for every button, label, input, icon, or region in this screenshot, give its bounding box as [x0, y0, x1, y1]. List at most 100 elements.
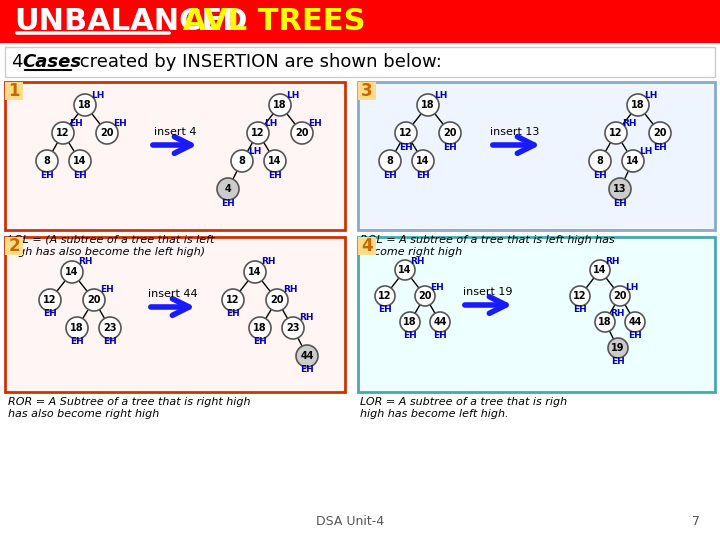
Text: 8: 8	[597, 156, 603, 166]
Text: LH: LH	[639, 146, 653, 156]
Text: 14: 14	[398, 265, 412, 275]
Circle shape	[625, 312, 645, 332]
Circle shape	[379, 150, 401, 172]
Circle shape	[590, 260, 610, 280]
Text: created by INSERTION are shown below:: created by INSERTION are shown below:	[74, 53, 442, 71]
Text: insert 44: insert 44	[148, 289, 198, 299]
Text: 12: 12	[226, 295, 240, 305]
Circle shape	[217, 178, 239, 200]
Text: 12: 12	[609, 128, 623, 138]
Text: 18: 18	[631, 100, 645, 110]
Text: LOL = (A subtree of a tree that is left
high has also become the left high): LOL = (A subtree of a tree that is left …	[8, 235, 215, 256]
Circle shape	[69, 150, 91, 172]
Circle shape	[61, 261, 83, 283]
Text: 12: 12	[251, 128, 265, 138]
Text: EH: EH	[378, 305, 392, 314]
Circle shape	[266, 289, 288, 311]
Circle shape	[247, 122, 269, 144]
Text: 1: 1	[8, 82, 19, 100]
Text: 8: 8	[387, 156, 393, 166]
Circle shape	[400, 312, 420, 332]
Text: EH: EH	[403, 330, 417, 340]
Text: ROR = A Subtree of a tree that is right high
has also become right high: ROR = A Subtree of a tree that is right …	[8, 397, 251, 418]
Text: DSA Unit-4: DSA Unit-4	[316, 515, 384, 528]
Text: EH: EH	[226, 309, 240, 319]
Text: 18: 18	[598, 317, 612, 327]
Circle shape	[375, 286, 395, 306]
Circle shape	[627, 94, 649, 116]
FancyBboxPatch shape	[358, 237, 715, 392]
Circle shape	[595, 312, 615, 332]
Text: 44: 44	[629, 317, 642, 327]
Circle shape	[99, 317, 121, 339]
Circle shape	[417, 94, 439, 116]
Text: LH: LH	[625, 282, 639, 292]
Text: 14: 14	[73, 156, 86, 166]
Circle shape	[249, 317, 271, 339]
Text: ROL = A subtree of a tree that is left high has
become right high: ROL = A subtree of a tree that is left h…	[360, 235, 615, 256]
FancyBboxPatch shape	[358, 237, 376, 255]
Circle shape	[269, 94, 291, 116]
Text: 4: 4	[225, 184, 231, 194]
Text: insert 19: insert 19	[463, 287, 513, 297]
Circle shape	[36, 150, 58, 172]
Text: LH: LH	[287, 91, 300, 99]
Text: 12: 12	[43, 295, 57, 305]
Text: 12: 12	[56, 128, 70, 138]
Text: RH: RH	[78, 258, 92, 267]
Text: RH: RH	[610, 308, 624, 318]
Circle shape	[231, 150, 253, 172]
Text: 14: 14	[416, 156, 430, 166]
Circle shape	[296, 345, 318, 367]
FancyBboxPatch shape	[5, 237, 345, 392]
Text: EH: EH	[70, 338, 84, 347]
Text: EH: EH	[308, 118, 322, 127]
Text: EH: EH	[268, 171, 282, 179]
Circle shape	[395, 260, 415, 280]
Text: 7: 7	[692, 515, 700, 528]
Text: 20: 20	[270, 295, 284, 305]
Text: 23: 23	[103, 323, 117, 333]
Text: LH: LH	[644, 91, 657, 99]
Circle shape	[430, 312, 450, 332]
Text: 20: 20	[444, 128, 456, 138]
Circle shape	[609, 178, 631, 200]
Circle shape	[74, 94, 96, 116]
Text: 14: 14	[626, 156, 640, 166]
Text: 4: 4	[12, 53, 30, 71]
Text: RH: RH	[410, 256, 424, 266]
Circle shape	[291, 122, 313, 144]
Text: LOR = A subtree of a tree that is righ
high has become left high.: LOR = A subtree of a tree that is righ h…	[360, 397, 567, 418]
Text: EH: EH	[433, 330, 447, 340]
Circle shape	[83, 289, 105, 311]
Text: 2: 2	[8, 237, 20, 255]
Text: insert 13: insert 13	[490, 127, 540, 137]
Text: EH: EH	[300, 366, 314, 375]
Text: 18: 18	[78, 100, 92, 110]
Text: 20: 20	[653, 128, 667, 138]
FancyBboxPatch shape	[5, 47, 715, 77]
Circle shape	[439, 122, 461, 144]
FancyBboxPatch shape	[358, 82, 376, 100]
Text: RH: RH	[299, 314, 313, 322]
Text: EH: EH	[73, 171, 87, 179]
Circle shape	[282, 317, 304, 339]
Circle shape	[395, 122, 417, 144]
Text: 12: 12	[378, 291, 392, 301]
Circle shape	[649, 122, 671, 144]
Text: 20: 20	[100, 128, 114, 138]
Circle shape	[415, 286, 435, 306]
Text: 19: 19	[611, 343, 625, 353]
Circle shape	[244, 261, 266, 283]
Text: EH: EH	[628, 330, 642, 340]
Text: 18: 18	[403, 317, 417, 327]
Text: 44: 44	[433, 317, 446, 327]
Text: 20: 20	[418, 291, 432, 301]
Circle shape	[622, 150, 644, 172]
Text: Cases: Cases	[22, 53, 81, 71]
Text: EH: EH	[653, 143, 667, 152]
Text: EH: EH	[221, 199, 235, 207]
Text: 14: 14	[593, 265, 607, 275]
Circle shape	[39, 289, 61, 311]
Circle shape	[608, 338, 628, 358]
